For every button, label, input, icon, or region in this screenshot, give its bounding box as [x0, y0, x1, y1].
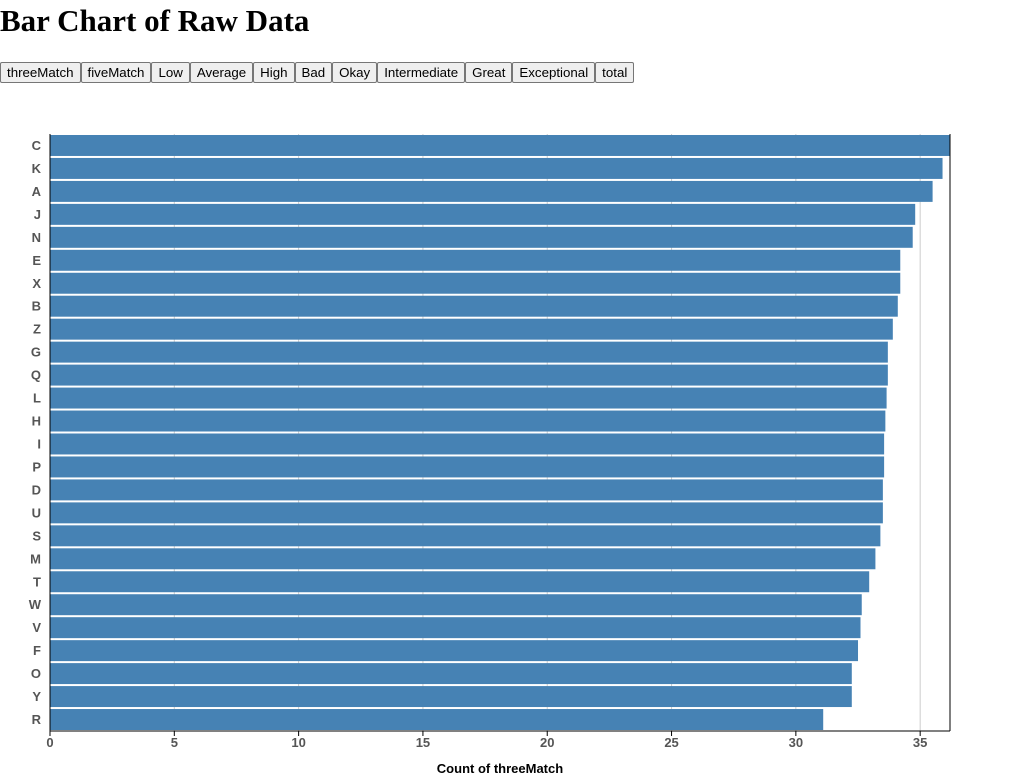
bar-d — [50, 479, 883, 501]
metric-button-fivematch[interactable]: fiveMatch — [80, 62, 152, 83]
y-tick-label-w: W — [29, 597, 42, 612]
y-tick-label-b: B — [32, 299, 41, 314]
y-tick-label-n: N — [32, 230, 41, 245]
y-tick-label-q: Q — [31, 368, 41, 383]
y-tick-label-j: J — [34, 207, 41, 222]
y-tick-label-s: S — [32, 528, 41, 543]
metric-button-average[interactable]: Average — [189, 62, 254, 83]
y-tick-label-r: R — [32, 712, 42, 727]
bar-p — [50, 456, 885, 478]
y-tick-label-g: G — [31, 345, 41, 360]
metric-button-low[interactable]: Low — [151, 62, 190, 83]
bar-h — [50, 410, 886, 432]
x-axis-title: Count of threeMatch — [437, 761, 563, 776]
bar-i — [50, 433, 885, 455]
bar-a — [50, 180, 933, 202]
y-tick-label-h: H — [32, 414, 41, 429]
y-tick-label-v: V — [32, 620, 41, 635]
x-tick-label-30: 30 — [789, 735, 803, 750]
y-tick-label-p: P — [32, 459, 41, 474]
y-tick-label-d: D — [32, 482, 41, 497]
y-tick-label-c: C — [32, 138, 42, 153]
bar-s — [50, 525, 881, 547]
metric-button-high[interactable]: High — [253, 62, 295, 83]
bar-e — [50, 249, 901, 271]
y-tick-label-x: X — [32, 276, 41, 291]
page-title: Bar Chart of Raw Data — [0, 3, 310, 38]
y-tick-label-f: F — [33, 643, 41, 658]
metric-button-bar: threeMatch fiveMatch Low Average High Bad Okay… — [0, 62, 635, 83]
bar-u — [50, 502, 883, 524]
bar-w — [50, 594, 862, 616]
y-tick-label-i: I — [37, 436, 41, 451]
x-tick-label-10: 10 — [291, 735, 305, 750]
y-tick-label-z: Z — [33, 322, 41, 337]
y-tick-label-m: M — [30, 551, 41, 566]
bar-b — [50, 295, 898, 317]
bar-j — [50, 203, 916, 225]
y-tick-label-u: U — [32, 505, 41, 520]
metric-button-exceptional[interactable]: Exceptional — [512, 62, 596, 83]
bar-t — [50, 571, 870, 593]
metric-button-bad[interactable]: Bad — [294, 62, 333, 83]
bar-o — [50, 663, 852, 685]
x-tick-label-15: 15 — [416, 735, 430, 750]
metric-button-intermediate[interactable]: Intermediate — [377, 62, 466, 83]
bar-z — [50, 318, 893, 340]
metric-button-okay[interactable]: Okay — [332, 62, 378, 83]
bar-q — [50, 364, 888, 386]
bar-m — [50, 548, 876, 570]
bar-v — [50, 617, 861, 639]
bar-f — [50, 640, 859, 662]
y-tick-label-e: E — [32, 253, 41, 268]
bar-y — [50, 686, 852, 708]
x-tick-label-0: 0 — [46, 735, 53, 750]
bar-k — [50, 157, 943, 179]
bar-x — [50, 272, 901, 294]
y-tick-label-o: O — [31, 666, 41, 681]
y-tick-label-k: K — [32, 161, 42, 176]
x-tick-label-20: 20 — [540, 735, 554, 750]
y-tick-label-a: A — [32, 184, 42, 199]
metric-button-great[interactable]: Great — [465, 62, 513, 83]
bar-l — [50, 387, 887, 409]
metric-button-total[interactable]: total — [595, 62, 635, 83]
bar-r — [50, 709, 824, 730]
bar-n — [50, 226, 913, 248]
y-tick-label-l: L — [33, 391, 41, 406]
metric-button-threematch[interactable]: threeMatch — [0, 62, 81, 83]
x-tick-label-5: 5 — [171, 735, 178, 750]
y-tick-label-t: T — [33, 574, 41, 589]
x-tick-label-35: 35 — [913, 735, 927, 750]
bar-g — [50, 341, 888, 363]
x-tick-label-25: 25 — [664, 735, 678, 750]
y-tick-label-y: Y — [32, 689, 41, 704]
bar-c — [50, 135, 950, 156]
